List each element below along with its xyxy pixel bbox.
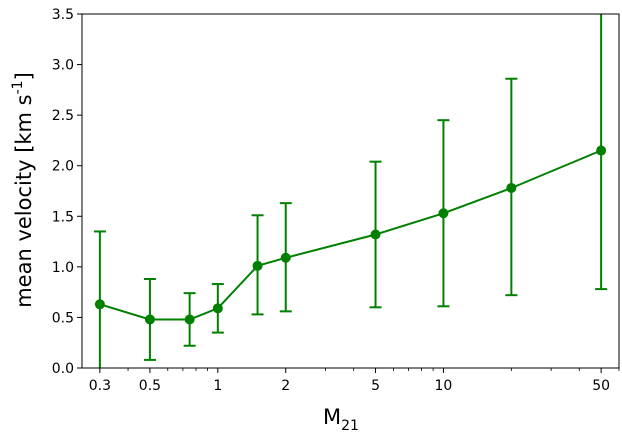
y-axis-title-main: mean velocity [km s	[12, 94, 36, 307]
data-point	[145, 314, 155, 324]
chart-axes: 0.0 0.5 1.0 1.5 2.0 2.5 3.0 3.5 0.3 0.5 1 2 5 10 50	[52, 7, 619, 394]
y-axis-title: mean velocity [km s-1]	[10, 72, 36, 308]
data-point	[253, 261, 263, 271]
plot-frame	[82, 14, 619, 368]
y-tick-label: 0.5	[52, 310, 74, 326]
data-point	[506, 183, 516, 193]
x-tick-label: 50	[592, 378, 610, 394]
x-tick-label: 0.5	[139, 378, 161, 394]
y-tick-label: 2.0	[52, 159, 74, 175]
data-point	[213, 303, 223, 313]
y-tick-label: 0.0	[52, 361, 74, 377]
data-point	[185, 314, 195, 324]
data-point	[95, 299, 105, 309]
x-tick-label: 2	[281, 378, 290, 394]
x-axis-title-sub: 21	[341, 418, 359, 433]
chart-marks	[94, 14, 607, 368]
y-tick-label: 1.5	[52, 209, 74, 225]
y-axis-title-sup: -1	[10, 80, 26, 94]
x-tick-label: 1	[213, 378, 222, 394]
y-tick-label: 1.0	[52, 260, 74, 276]
x-tick-label: 10	[435, 378, 453, 394]
series-line	[100, 151, 601, 320]
x-tick-label: 0.3	[89, 378, 111, 394]
data-point	[371, 229, 381, 239]
data-point	[281, 253, 291, 263]
x-tick-label: 5	[371, 378, 380, 394]
y-tick-label: 2.5	[52, 108, 74, 124]
y-axis-title-end: ]	[12, 72, 36, 80]
x-axis-title: M21	[323, 405, 359, 433]
x-axis-title-main: M	[323, 405, 341, 429]
y-tick-label: 3.0	[52, 58, 74, 74]
data-point	[596, 146, 606, 156]
y-tick-label: 3.5	[52, 7, 74, 23]
data-point	[438, 208, 448, 218]
